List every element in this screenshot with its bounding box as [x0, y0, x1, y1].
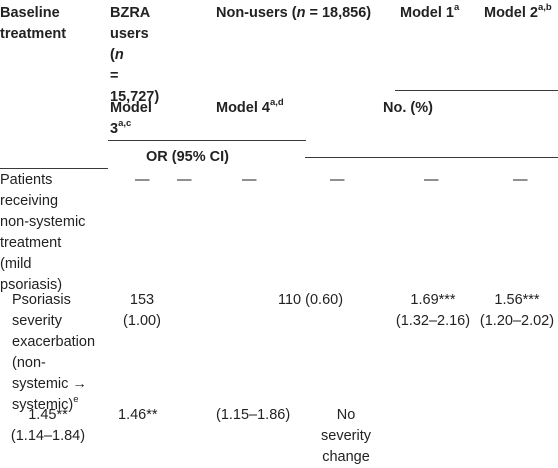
- header-non-users: Non-users (n = 18,856): [216, 5, 372, 21]
- dash-model1: —: [424, 172, 439, 188]
- exacerbation-nonusers: 110 (0.60): [278, 292, 344, 308]
- exacerbation-model2: 1.56*** (1.20–2.02): [479, 292, 555, 329]
- last-row-value1: 1.45** (1.14–1.84): [10, 407, 86, 444]
- header-model4: Model 4a,d: [216, 97, 284, 116]
- dash-model2: —: [513, 172, 528, 188]
- header-no-pct: No. (%): [383, 100, 433, 116]
- dash-nonusers-a: —: [177, 172, 192, 188]
- header-rule-left: [0, 168, 108, 169]
- header-rule-right: [305, 157, 558, 158]
- header-rule-models34: [108, 140, 306, 141]
- exacerbation-model1: 1.69*** (1.32–2.16): [395, 292, 471, 329]
- last-row-value2: 1.46**: [118, 407, 158, 423]
- header-or-ci: OR (95% CI): [146, 149, 229, 165]
- header-model1: Model 1a: [400, 2, 460, 21]
- header-model2: Model 2a,b: [484, 2, 552, 21]
- last-row-no-change: No severity change: [321, 407, 371, 465]
- dash-model1a: —: [330, 172, 345, 188]
- row-label-exacerbation: Psoriasis severity exacerbation (non- sy…: [12, 292, 96, 413]
- header-model3: Model 3a,c: [110, 100, 152, 137]
- exacerbation-bzra: 153 (1.00): [123, 292, 161, 329]
- header-baseline-treatment: Baseline treatment: [0, 5, 67, 42]
- header-rule-models: [395, 90, 558, 91]
- row-label-mild: Patients receiving non-systemic treatmen…: [0, 172, 86, 293]
- last-row-value3: (1.15–1.86): [216, 407, 291, 423]
- header-bzra-users: BZRA users (n = 15,727): [110, 5, 160, 105]
- dash-bzra: —: [135, 172, 150, 188]
- dash-nonusers-b: —: [242, 172, 257, 188]
